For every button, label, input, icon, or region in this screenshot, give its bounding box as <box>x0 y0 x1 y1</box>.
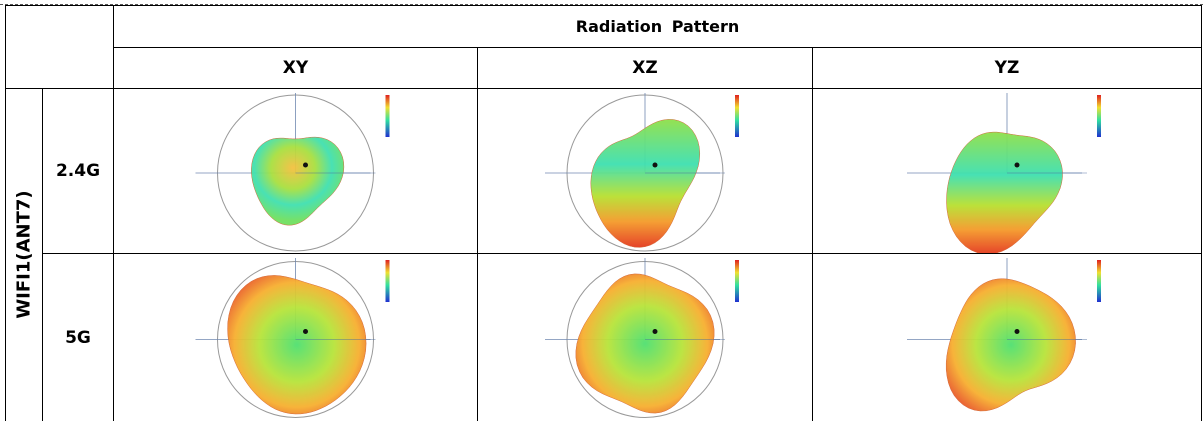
pattern-image <box>195 93 390 252</box>
column-header: XZ <box>632 58 658 78</box>
marker <box>652 162 658 168</box>
header-title: Radiation Pattern <box>575 17 740 36</box>
pattern-image <box>907 258 1101 412</box>
border <box>42 253 1202 254</box>
pattern-image <box>907 93 1101 253</box>
column-header: YZ <box>994 58 1020 78</box>
row-header: 5G <box>65 327 91 348</box>
colorbar <box>1097 260 1101 302</box>
border <box>5 5 6 421</box>
colorbar <box>735 95 739 137</box>
pattern-image <box>545 93 739 252</box>
marker <box>303 162 308 168</box>
pattern-image <box>195 258 390 418</box>
pattern-shape <box>945 278 1076 412</box>
pattern-shape <box>575 273 715 414</box>
top-rule <box>0 4 1203 5</box>
colorbar <box>385 260 390 302</box>
column-header: XY <box>282 58 309 78</box>
marker <box>652 329 658 334</box>
border <box>5 88 1202 89</box>
colorbar <box>735 260 739 302</box>
border <box>1201 5 1202 421</box>
pattern-shape <box>227 275 367 415</box>
border <box>812 47 813 421</box>
row-header: 2.4G <box>55 161 101 181</box>
border <box>42 88 43 421</box>
border <box>5 5 1202 6</box>
marker <box>1014 162 1020 168</box>
border <box>477 47 478 421</box>
marker <box>1014 329 1020 334</box>
colorbar <box>1097 95 1101 137</box>
pattern-image <box>545 258 739 418</box>
colorbar <box>385 95 390 137</box>
pattern-shape <box>946 131 1063 253</box>
border <box>113 5 114 421</box>
marker <box>303 329 308 334</box>
pattern-shape <box>251 136 345 226</box>
group-label: WIFI1(ANT7) <box>13 190 35 319</box>
pattern-shape <box>590 119 701 248</box>
border <box>113 47 1202 48</box>
